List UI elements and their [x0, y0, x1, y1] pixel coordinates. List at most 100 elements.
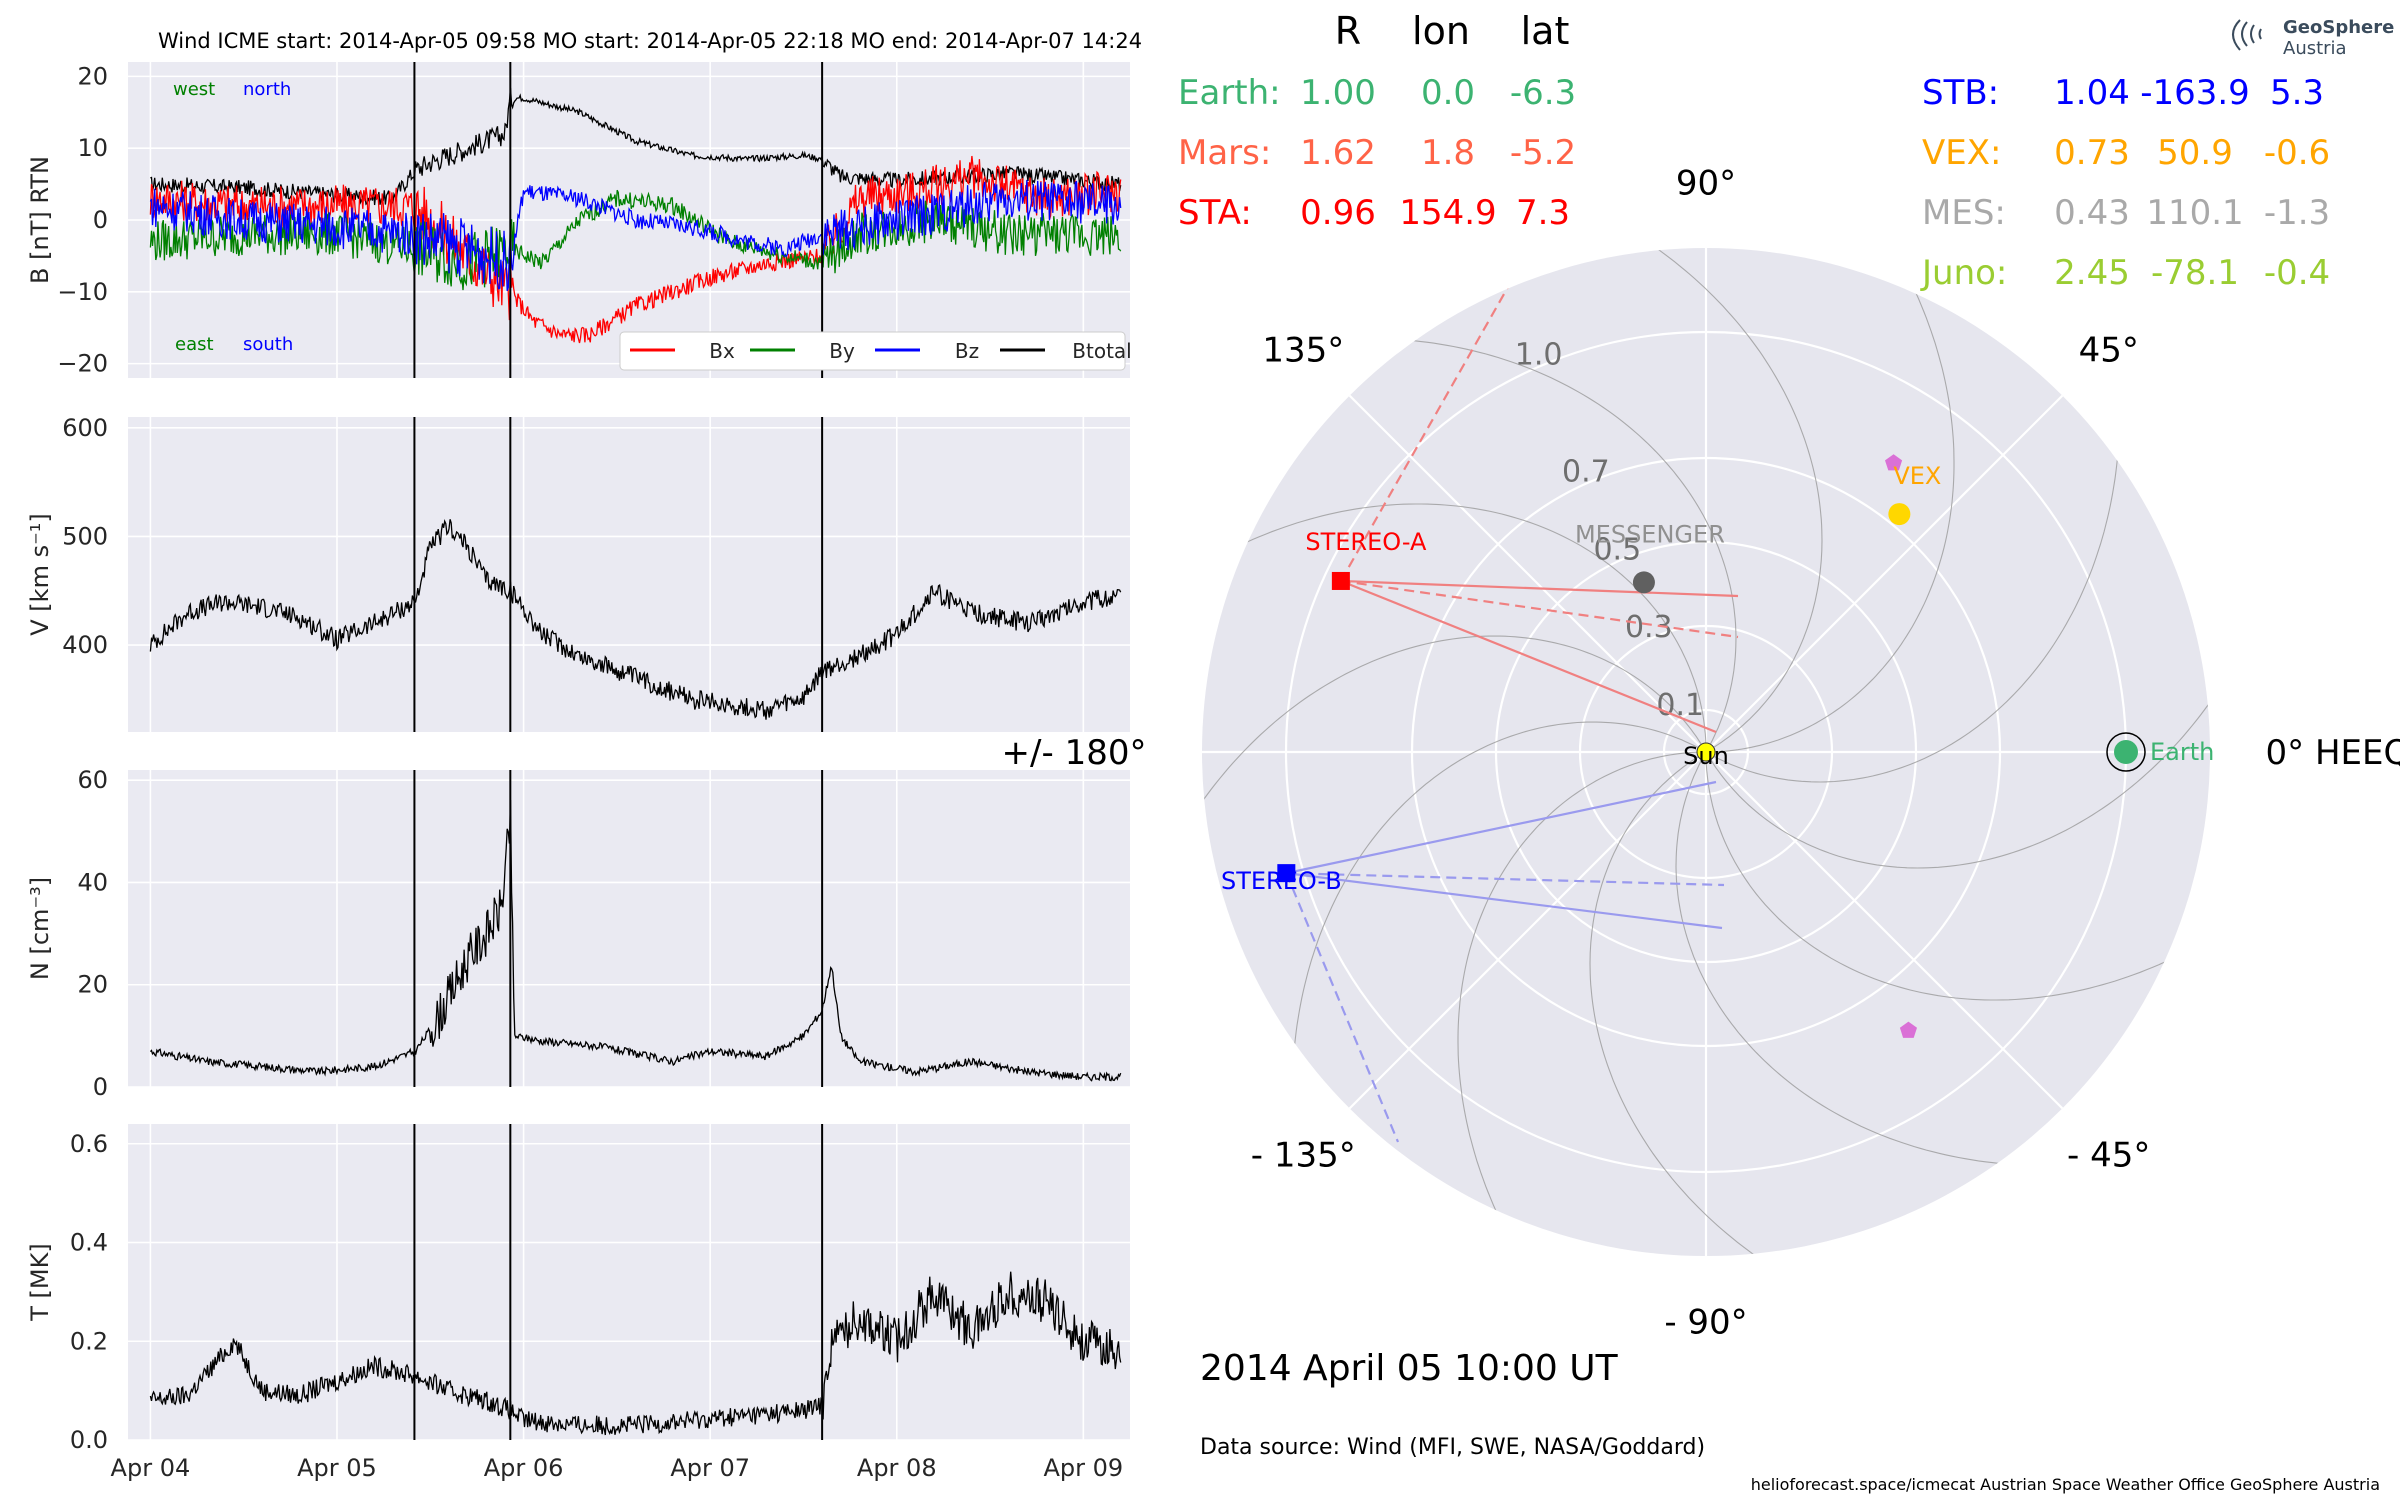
spiral-line	[1349, 337, 1737, 753]
planet-marker	[1899, 1021, 1917, 1038]
spiral-line	[1705, 649, 2210, 869]
label-north: north	[243, 79, 291, 100]
body-vex	[1888, 503, 1911, 526]
legend-label: Btotal	[1072, 339, 1131, 363]
angle-tick-label: 90°	[1676, 163, 1736, 203]
radial-tick-label: 0.5	[1593, 532, 1641, 567]
y-tick-label: 20	[77, 62, 108, 90]
spiral-line	[1291, 721, 1707, 1109]
y-tick-label: 0.2	[70, 1327, 108, 1355]
stb-line-dashed	[1285, 872, 1400, 1143]
row-name: MES:	[1922, 193, 2006, 233]
row-lon: -163.9	[2140, 73, 2250, 113]
logo-swirl-icon	[2232, 19, 2262, 51]
series-By	[149, 189, 1122, 291]
row-lon: 154.9	[1399, 193, 1496, 233]
row-lon: 0.0	[1421, 73, 1475, 113]
body-sun	[1696, 742, 1716, 762]
angle-tick-label: - 135°	[1251, 1136, 1356, 1176]
series-Bz	[149, 179, 1122, 292]
legend-label: By	[829, 339, 855, 363]
row-lon: 1.8	[1421, 133, 1475, 173]
spiral-line	[1675, 751, 2063, 1167]
spiral-line	[1589, 751, 1809, 1256]
x-tick-label: Apr 08	[857, 1454, 937, 1482]
series-N	[149, 799, 1122, 1082]
panel-background	[128, 770, 1130, 1087]
row-r: 2.45	[2054, 253, 2130, 293]
series-V	[149, 518, 1122, 720]
legend-label: Bz	[955, 339, 979, 363]
col-header-lat: lat	[1521, 9, 1570, 53]
spiral-line	[1705, 395, 2121, 783]
spiral-line	[1706, 248, 1955, 753]
spiral-line	[1202, 503, 1707, 752]
spiral-line	[1705, 752, 2210, 1001]
spiral-line	[1603, 248, 1823, 753]
y-tick-label: 0.0	[70, 1426, 108, 1454]
time-series-panels: 20 10 0 −10 −20 B [nT] RTN west north east south B…	[26, 62, 1132, 1482]
series-Bx	[149, 155, 1122, 344]
y-tick-label: 60	[77, 766, 108, 794]
y-tick-label: 500	[62, 522, 108, 550]
row-name: STA:	[1178, 193, 1252, 233]
stb-line	[1286, 872, 1723, 930]
row-lon: 50.9	[2157, 133, 2233, 173]
stb-line	[1286, 780, 1717, 875]
row-r: 1.00	[1300, 73, 1376, 113]
body-messenger	[1632, 571, 1655, 594]
panel-background	[128, 1124, 1130, 1440]
x-tick-label: Apr 09	[1044, 1454, 1124, 1482]
body-stereo-a	[1331, 571, 1350, 590]
panel-background	[128, 417, 1130, 732]
planet-marker	[1885, 454, 1903, 471]
row-lat: -1.3	[2264, 193, 2330, 233]
row-r: 0.43	[2054, 193, 2130, 233]
sta-line	[1340, 579, 1739, 598]
angle-gridline	[1348, 394, 1707, 753]
radial-tick-label: 1.0	[1515, 338, 1563, 373]
body-earth	[2114, 740, 2138, 764]
logo-line2: Austria	[2283, 38, 2347, 59]
panel-temperature: 0.6 0.4 0.2 0.0 T [MK] Apr 04 Apr 05 Apr 06 Apr …	[26, 1124, 1130, 1482]
y-tick-label: 0.6	[70, 1130, 108, 1158]
col-header-r: R	[1335, 9, 1361, 53]
legend-label: Bx	[709, 339, 735, 363]
row-lon: 110.1	[2146, 193, 2243, 233]
geosphere-logo: GeoSphere Austria	[2232, 17, 2394, 59]
sta-line	[1340, 579, 1717, 734]
x-tick-label: Apr 05	[297, 1454, 377, 1482]
y-tick-label: 20	[77, 971, 108, 999]
x-tick-label: Apr 06	[484, 1454, 564, 1482]
angle-tick-label: 0° HEEQ	[2266, 733, 2400, 773]
angle-tick-label: 135°	[1262, 330, 1344, 370]
body-stereo-b	[1277, 864, 1296, 883]
y-tick-label: 400	[62, 631, 108, 659]
radial-tick-label: 0.7	[1562, 454, 1610, 489]
row-lat: -0.4	[2264, 253, 2330, 293]
row-name: STB:	[1922, 73, 1999, 113]
fov-lines	[1285, 279, 1739, 1143]
row-lat: -5.2	[1510, 133, 1576, 173]
y-axis-label: N [cm⁻³]	[26, 877, 54, 980]
row-r: 1.62	[1300, 133, 1376, 173]
body-earth-label: Earth	[2150, 738, 2214, 766]
col-header-lon: lon	[1412, 9, 1470, 53]
y-tick-label: 600	[62, 414, 108, 442]
ts-title: Wind ICME start: 2014-Apr-05 09:58 MO st…	[158, 29, 1142, 53]
body-messenger-label: MESSENGER	[1575, 520, 1725, 548]
spiral-line	[1202, 635, 1707, 855]
angle-tick-label: - 90°	[1664, 1303, 1747, 1343]
y-axis-label: B [nT] RTN	[26, 156, 54, 284]
earth-ring	[2106, 732, 2146, 772]
data-source-text: Data source: Wind (MFI, SWE, NASA/Goddar…	[1200, 1435, 1705, 1460]
row-name: Juno:	[1920, 253, 2007, 293]
body-sun-label: Sun	[1683, 742, 1729, 770]
angle-gridline	[1348, 751, 1707, 1110]
row-name: Earth:	[1178, 73, 1281, 113]
y-tick-label: 40	[77, 868, 108, 896]
y-tick-label: 10	[77, 134, 108, 162]
y-tick-label: 0	[93, 206, 108, 234]
